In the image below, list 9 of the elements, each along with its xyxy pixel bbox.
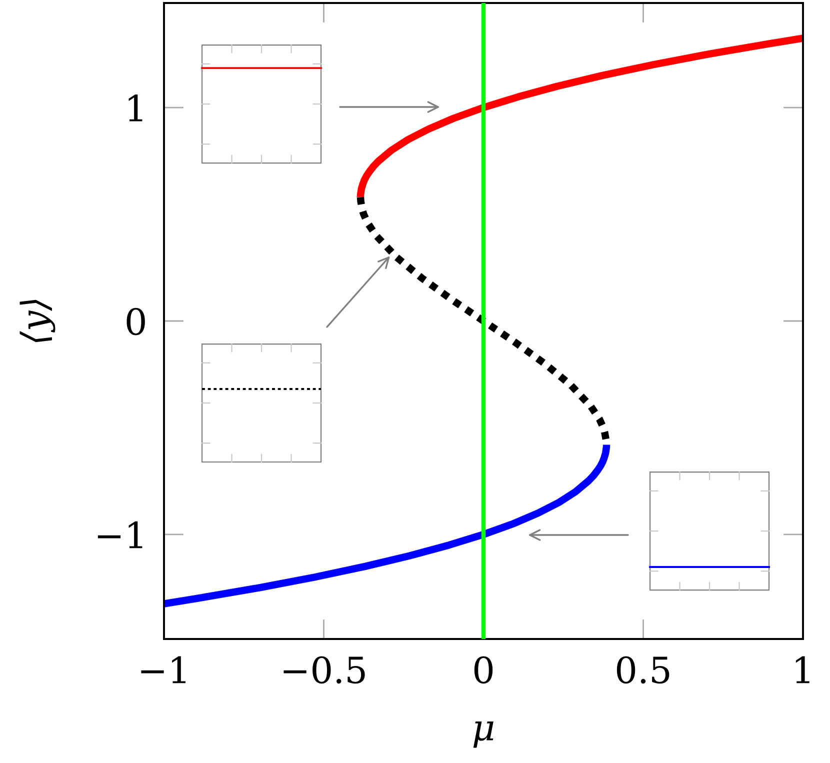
- y-tick-label: 1: [128, 94, 142, 122]
- x-tick-label: 1: [796, 656, 810, 684]
- y-axis-title: ⟨y⟩: [20, 300, 56, 342]
- x-tick-label: −0.5: [284, 656, 365, 684]
- y-tick-label: 0: [126, 308, 145, 336]
- x-axis-title: μ: [473, 722, 494, 748]
- x-tick-label: 0: [474, 656, 493, 684]
- y-tick-label: −1: [98, 521, 142, 548]
- x-tick-label: 0.5: [616, 656, 670, 684]
